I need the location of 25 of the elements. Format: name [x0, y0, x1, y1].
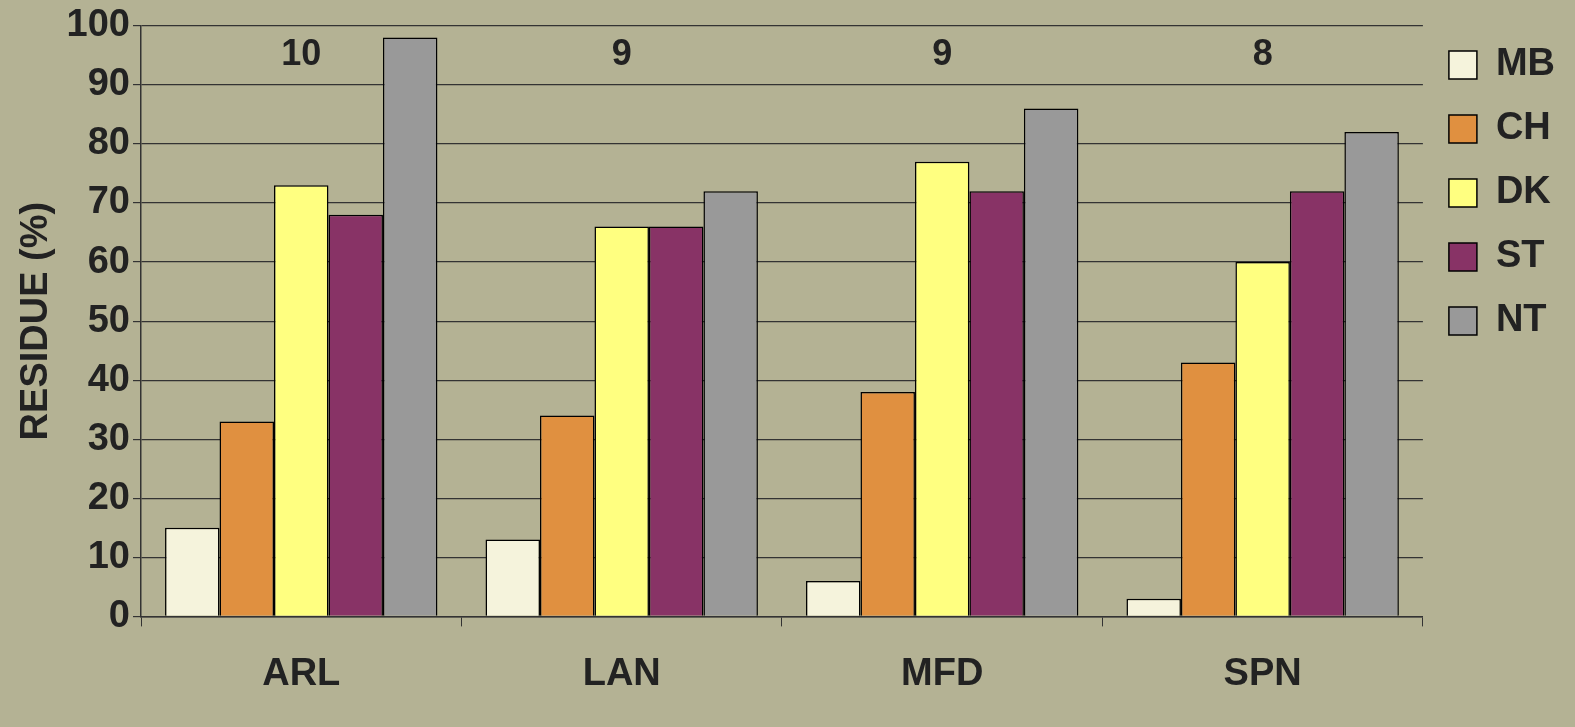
x-tick-label: MFD — [901, 650, 984, 693]
annotation: 10 — [281, 32, 322, 74]
x-tick-label: ARL — [262, 650, 341, 693]
x-tick-label: LAN — [582, 650, 661, 693]
y-tick-label: 40 — [87, 356, 130, 399]
y-axis-title: RESIDUE (%) — [13, 201, 56, 441]
y-tick-label: 50 — [87, 297, 130, 340]
legend-label: MB — [1495, 41, 1556, 84]
y-tick-label: 60 — [87, 238, 130, 281]
legend-label: DK — [1495, 169, 1552, 212]
y-tick-label: 10 — [87, 533, 130, 576]
y-tick-label: 90 — [87, 61, 130, 104]
y-tick-label: 20 — [87, 474, 130, 517]
y-tick-label: 0 — [108, 592, 130, 635]
y-tick-label: 80 — [87, 120, 130, 163]
annotation: 9 — [932, 32, 953, 74]
annotation: 8 — [1252, 32, 1273, 74]
legend-label: NT — [1495, 297, 1547, 340]
annotation: 9 — [611, 32, 632, 74]
legend-label: ST — [1495, 233, 1545, 276]
y-tick-label: 30 — [87, 415, 130, 458]
x-tick-label: SPN — [1223, 650, 1302, 693]
legend-label: CH — [1495, 105, 1551, 148]
y-tick-label: 70 — [87, 179, 130, 222]
y-tick-label: 100 — [66, 2, 130, 45]
